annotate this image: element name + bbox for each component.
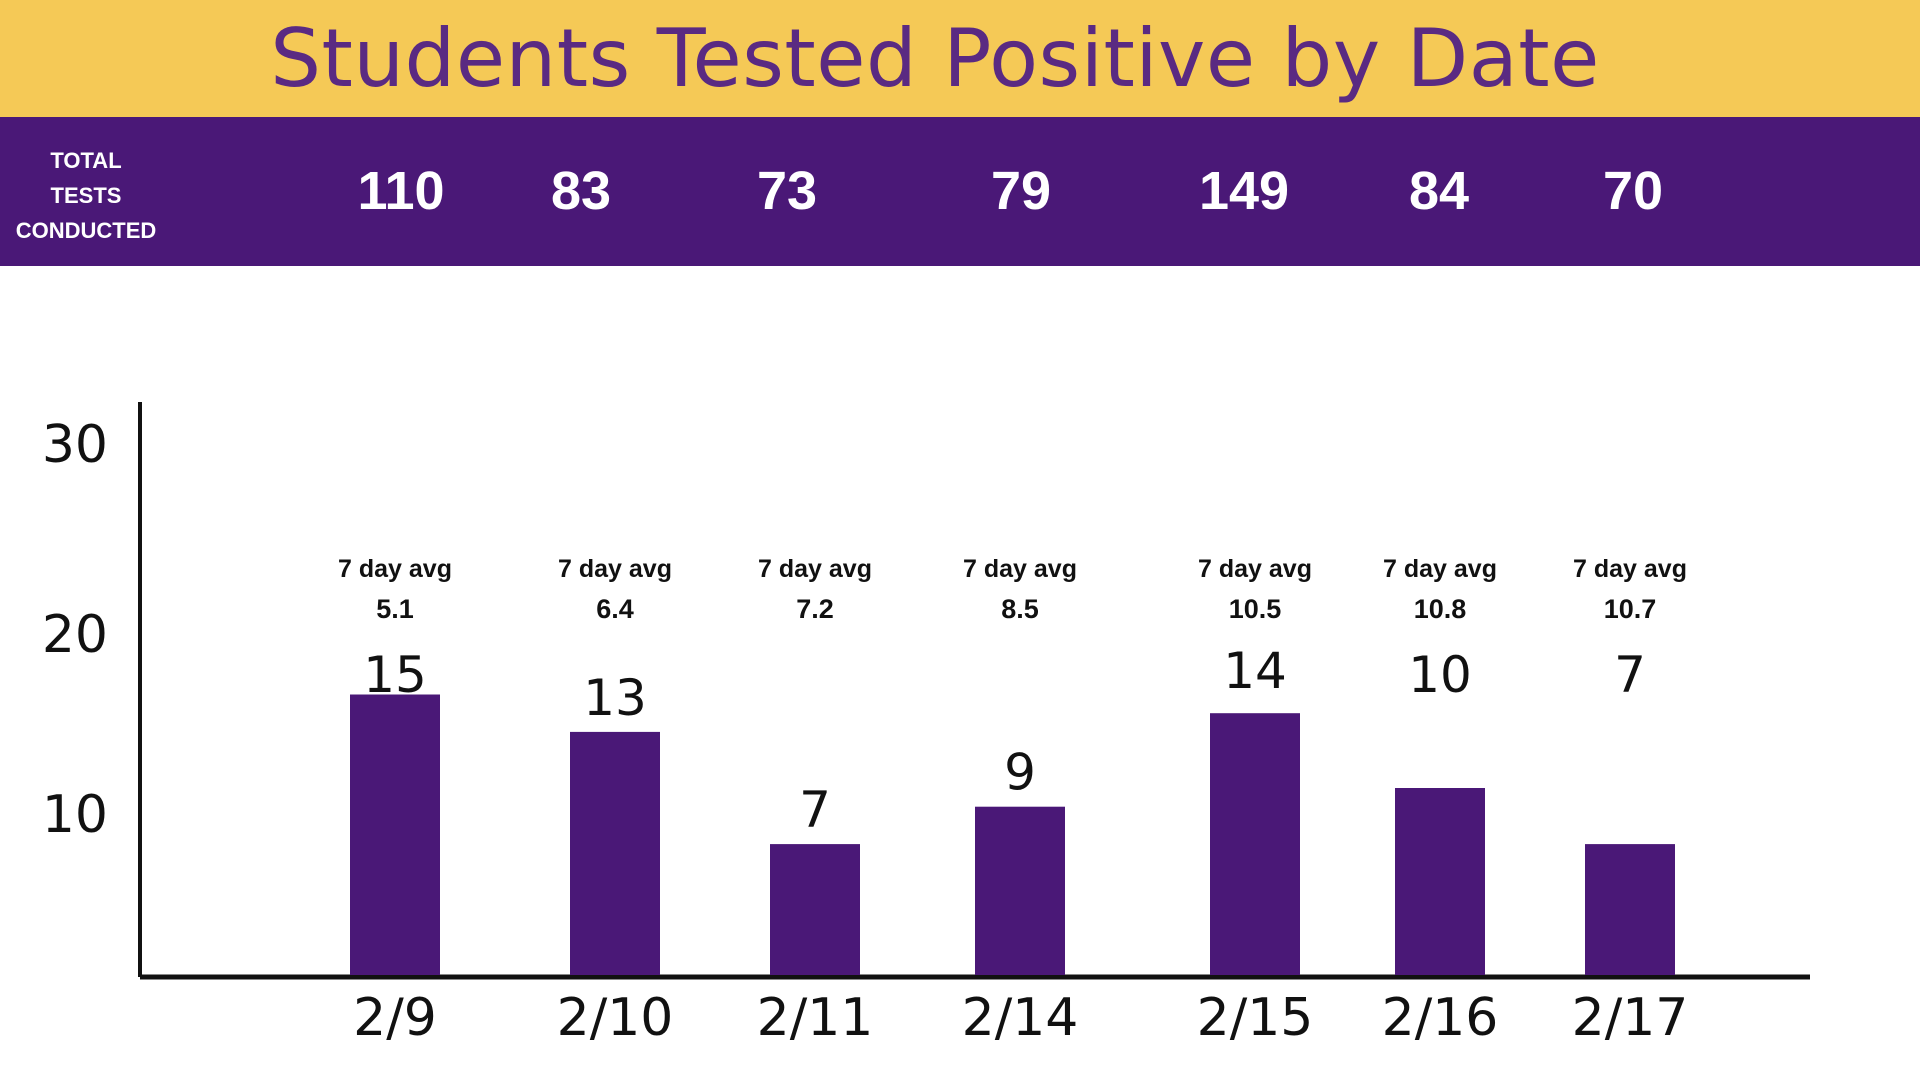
seven-day-avg-label: 7 day avg: [1573, 555, 1687, 583]
seven-day-avg-label: 7 day avg: [338, 555, 452, 583]
tests-value: 70: [1602, 161, 1664, 221]
x-tick-label: 2/16: [1382, 988, 1499, 1048]
tests-value: 79: [990, 161, 1052, 221]
seven-day-avg-value: 10.7: [1604, 594, 1657, 624]
tests-value: 83: [550, 161, 612, 221]
y-tick-label: 10: [42, 785, 108, 845]
y-tick-label: 20: [42, 605, 108, 665]
seven-day-avg-value: 10.8: [1414, 594, 1467, 624]
x-tick-label: 2/10: [557, 988, 674, 1048]
bar: [1395, 788, 1485, 975]
bar-value-label: 9: [1004, 744, 1036, 802]
tests-value: 149: [1198, 161, 1290, 221]
bar-value-label: 15: [363, 646, 427, 704]
x-tick-label: 2/11: [757, 988, 874, 1048]
bar-value-label: 14: [1223, 642, 1287, 700]
bar: [1210, 713, 1300, 975]
total-tests-label-line: TOTAL: [50, 148, 122, 173]
seven-day-avg-value: 5.1: [376, 594, 414, 624]
tests-value: 84: [1408, 161, 1470, 221]
x-tick-label: 2/9: [353, 988, 437, 1048]
seven-day-avg-label: 7 day avg: [963, 555, 1077, 583]
bar: [570, 731, 660, 975]
seven-day-avg-label: 7 day avg: [1198, 555, 1312, 583]
total-tests-label-line: CONDUCTED: [15, 218, 157, 243]
bar: [350, 694, 440, 975]
seven-day-avg-label: 7 day avg: [758, 555, 872, 583]
seven-day-avg-value: 8.5: [1001, 594, 1039, 624]
y-tick-label: 30: [42, 415, 108, 475]
x-tick-label: 2/14: [962, 988, 1079, 1048]
bar-value-label: 10: [1408, 646, 1472, 704]
total-tests-label-line: TESTS: [50, 183, 122, 208]
total-tests-label: TOTAL TESTS CONDUCTED: [0, 143, 172, 248]
bar: [770, 844, 860, 975]
seven-day-avg-value: 6.4: [596, 594, 634, 624]
bar-value-label: 7: [1614, 646, 1646, 704]
seven-day-avg-value: 10.5: [1229, 594, 1282, 624]
title-banner: Students Tested Positive by Date: [0, 0, 1920, 117]
seven-day-avg-label: 7 day avg: [558, 555, 672, 583]
bar-value-label: 7: [799, 781, 831, 839]
chart-title: Students Tested Positive by Date: [270, 12, 1600, 105]
x-tick-label: 2/17: [1572, 988, 1689, 1048]
x-tick-label: 2/15: [1197, 988, 1314, 1048]
seven-day-avg-value: 7.2: [796, 594, 834, 624]
bar: [1585, 844, 1675, 975]
tests-value: 73: [756, 161, 818, 221]
total-tests-banner: TOTAL TESTS CONDUCTED 110 83 73 79 149 8…: [0, 117, 1920, 266]
bar-value-label: 13: [583, 669, 647, 727]
tests-value: 110: [357, 161, 445, 221]
seven-day-avg-label: 7 day avg: [1383, 555, 1497, 583]
bar: [975, 806, 1065, 975]
